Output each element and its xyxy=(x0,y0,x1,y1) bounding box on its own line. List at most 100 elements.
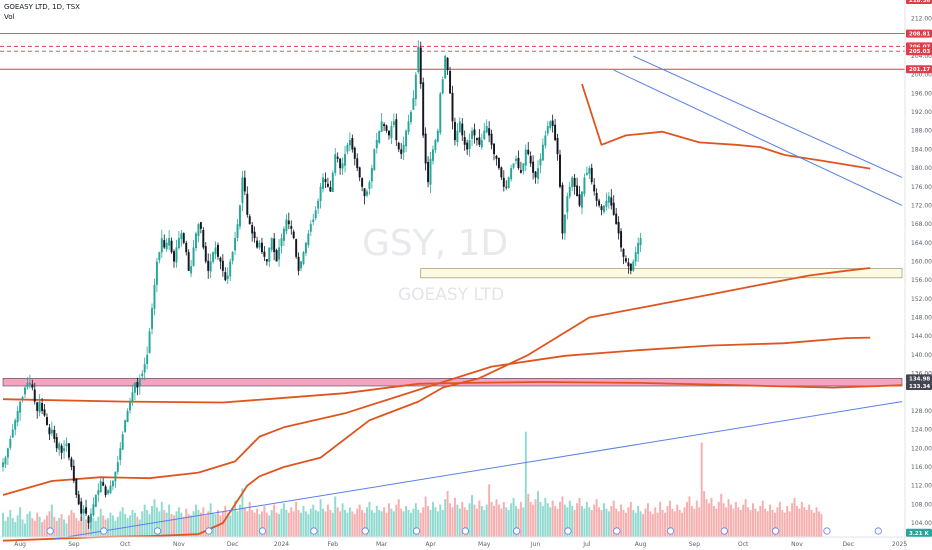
candle-body xyxy=(517,157,520,169)
volume-bar xyxy=(651,514,654,537)
volume-bar xyxy=(512,497,515,537)
candle-body xyxy=(253,231,256,239)
candle-body xyxy=(368,182,371,189)
trendlines-layer xyxy=(51,55,903,540)
candle xyxy=(234,231,237,255)
candle-body xyxy=(512,163,515,168)
volume-bar xyxy=(344,510,346,537)
volume-bar xyxy=(752,503,754,537)
volume-bar xyxy=(642,514,645,537)
event-marker xyxy=(720,527,728,535)
y-tick-label: 104.00 xyxy=(911,520,932,527)
candle-body xyxy=(622,249,625,257)
candle-body xyxy=(559,154,561,187)
volume-bar xyxy=(63,519,66,537)
volume-bar xyxy=(480,505,483,537)
volume-bar xyxy=(41,522,44,537)
candle-body xyxy=(175,247,178,263)
y-tick-label: 156.00 xyxy=(911,277,932,284)
candle xyxy=(559,149,561,189)
price-axis[interactable]: 104.00 108.00 112.00 116.00 120.00 124.00 128.… xyxy=(911,0,932,527)
volume-bar xyxy=(192,511,195,537)
price-badge-label: 201.17 xyxy=(909,67,930,73)
volume-bar xyxy=(148,514,151,537)
candle xyxy=(143,357,146,381)
volume-bar xyxy=(708,503,710,537)
candle-body xyxy=(6,448,9,458)
candle-body xyxy=(187,252,190,271)
candle-body xyxy=(234,238,237,251)
candle-body xyxy=(238,205,241,227)
candle-body xyxy=(610,197,613,206)
time-axis[interactable]: Aug Sep Oct Nov Dec 2024 Feb Mar Apr May Jun Jul Aug… xyxy=(14,527,907,548)
volume-bar xyxy=(483,510,486,537)
candle xyxy=(483,123,486,140)
volume-bar xyxy=(390,508,393,537)
volume-bar xyxy=(400,508,403,537)
volume-bar xyxy=(490,501,493,537)
candle xyxy=(375,132,378,154)
volume-bar xyxy=(87,522,90,537)
volume-bar xyxy=(346,512,349,537)
candle-body xyxy=(344,154,346,166)
candle-body xyxy=(204,246,207,262)
candle-body xyxy=(495,155,498,159)
candle xyxy=(370,164,373,189)
candle-body xyxy=(468,140,471,150)
candle xyxy=(24,385,26,398)
volume-bar xyxy=(602,503,605,537)
candle xyxy=(151,303,153,335)
event-marker-circle xyxy=(259,527,267,535)
y-tick-label: 176.00 xyxy=(911,184,932,191)
candle-body xyxy=(170,240,173,253)
candle xyxy=(138,374,141,395)
x-tick-label: Dec xyxy=(227,541,239,548)
price-badge-bg xyxy=(906,528,932,537)
candle xyxy=(295,238,298,259)
candle xyxy=(38,394,41,417)
candle-body xyxy=(485,126,488,133)
candle xyxy=(341,157,344,175)
candle-body xyxy=(348,140,351,146)
candle-body xyxy=(256,240,259,248)
candle-body xyxy=(202,230,205,248)
volume-bar xyxy=(241,488,244,537)
candle xyxy=(280,233,283,254)
event-marker-circle xyxy=(874,527,882,535)
volume-bar xyxy=(160,501,163,537)
volume-bar xyxy=(36,512,39,537)
candle xyxy=(300,260,303,272)
candle xyxy=(563,213,566,240)
volume-bar xyxy=(617,511,620,537)
volume-bar xyxy=(163,510,166,537)
candle xyxy=(309,220,312,237)
candle xyxy=(361,177,364,192)
candle xyxy=(119,442,122,466)
candle xyxy=(85,499,88,516)
event-marker-circle xyxy=(513,527,521,535)
volume-bar xyxy=(759,505,762,537)
volume-bar xyxy=(368,501,371,537)
volume-bar xyxy=(199,512,202,537)
candle xyxy=(258,240,261,250)
candle-body xyxy=(500,167,503,178)
candle-body xyxy=(243,177,246,192)
candle-body xyxy=(541,144,544,161)
candle xyxy=(104,484,107,498)
volume-bar xyxy=(224,505,227,537)
x-tick-label: 2024 xyxy=(274,541,289,548)
candle xyxy=(458,117,461,133)
volume-bar xyxy=(297,510,300,537)
candle xyxy=(124,419,127,433)
candle xyxy=(366,189,368,198)
volume-bar xyxy=(21,519,24,537)
volume-bar xyxy=(607,511,610,537)
x-tick-label: Oct xyxy=(120,541,131,548)
volume-bar xyxy=(258,514,261,537)
volume-bar xyxy=(38,516,41,537)
candle-body xyxy=(629,263,632,271)
x-tick-label: Feb xyxy=(327,541,338,548)
volume-bar xyxy=(756,511,759,537)
volume-bar xyxy=(773,512,776,537)
